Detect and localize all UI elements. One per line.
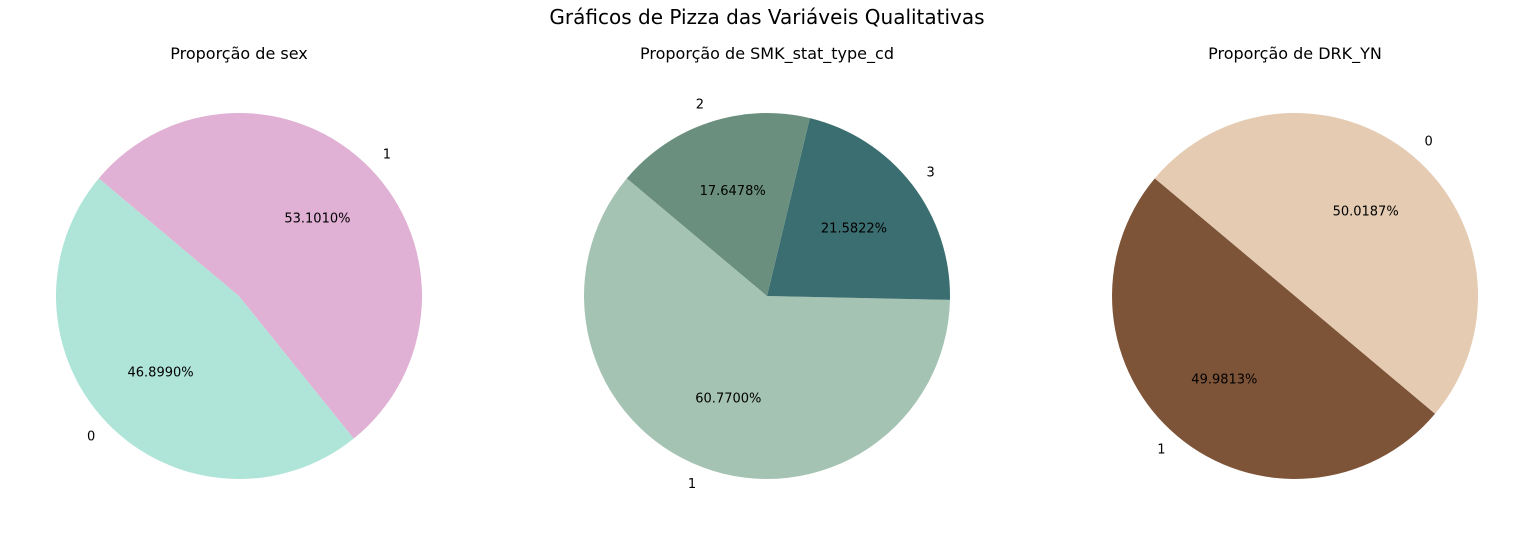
figure-title: Gráficos de Pizza das Variáveis Qualitat…: [549, 5, 984, 29]
slice-category-label: 3: [926, 166, 934, 181]
pie-slice-0: [56, 178, 354, 479]
percent-label: 60.7700%: [695, 391, 761, 406]
labels: 49.9813% 1 50.0187% 0: [1157, 134, 1433, 457]
pie-chart-smk-stat-type-cd: Proporção de SMK_stat_type_cd 60.7700% 1 2…: [583, 44, 950, 492]
pie-slice-3: [767, 118, 950, 300]
chart-title: Proporção de DRK_YN: [1208, 44, 1382, 64]
slices: [56, 112, 423, 479]
pie-chart-drk-yn: Proporção de DRK_YN 49.9813% 1 50.0187% 0: [1112, 44, 1479, 479]
pie-slice-1: [98, 112, 423, 439]
slice-category-label: 1: [1157, 443, 1165, 458]
pie-slice-2: [626, 112, 810, 296]
pie-chart-sex: Proporção de sex 46.8990% 0 53.1010% 1: [56, 44, 423, 479]
percent-label: 53.1010%: [284, 212, 350, 227]
slices: [1112, 112, 1479, 479]
chart-title: Proporção de SMK_stat_type_cd: [640, 44, 894, 64]
chart-title: Proporção de sex: [170, 44, 307, 63]
percent-label: 49.9813%: [1191, 373, 1257, 388]
slice-category-label: 2: [696, 97, 704, 112]
pie-slice-1: [1112, 178, 1436, 479]
slice-category-label: 1: [383, 148, 391, 163]
pie-slice-0: [1154, 112, 1479, 414]
percent-label: 46.8990%: [128, 365, 194, 380]
percent-label: 50.0187%: [1333, 204, 1399, 219]
slice-category-label: 1: [688, 477, 696, 492]
labels: 46.8990% 0 53.1010% 1: [87, 148, 391, 445]
slices: [583, 112, 950, 480]
percent-label: 21.5822%: [821, 221, 887, 236]
pie-slice-1: [583, 178, 950, 480]
percent-label: 17.6478%: [700, 184, 766, 199]
slice-category-label: 0: [1424, 134, 1432, 149]
slice-category-label: 0: [87, 429, 95, 444]
labels: 60.7700% 1 21.5822% 3 17.6478% 2: [688, 97, 935, 492]
